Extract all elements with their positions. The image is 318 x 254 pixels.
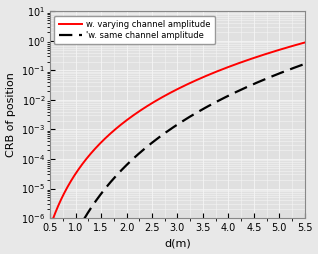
Legend: w. varying channel amplitude, 'w. same channel amplitude: w. varying channel amplitude, 'w. same c… (54, 16, 215, 44)
w. varying channel amplitude (93, 147, 97, 150)
'w. same channel amplitude (303, 62, 307, 66)
w. varying channel amplitude (114, 128, 118, 131)
'w. same channel amplitude (93, 200, 97, 203)
w. varying channel amplitude (198, 77, 202, 80)
Y-axis label: CRB of position: CRB of position (5, 72, 16, 157)
w. varying channel amplitude (240, 60, 244, 64)
w. varying channel amplitude (218, 69, 222, 72)
'w. same channel amplitude (198, 109, 202, 112)
'w. same channel amplitude (240, 88, 244, 91)
'w. same channel amplitude (114, 175, 118, 178)
'w. same channel amplitude (163, 131, 167, 134)
Line: w. varying channel amplitude: w. varying channel amplitude (50, 42, 305, 227)
X-axis label: d(m): d(m) (164, 239, 191, 248)
w. varying channel amplitude (48, 225, 52, 228)
w. varying channel amplitude (163, 94, 167, 97)
Line: 'w. same channel amplitude: 'w. same channel amplitude (50, 64, 305, 254)
w. varying channel amplitude (303, 41, 307, 44)
'w. same channel amplitude (218, 98, 222, 101)
